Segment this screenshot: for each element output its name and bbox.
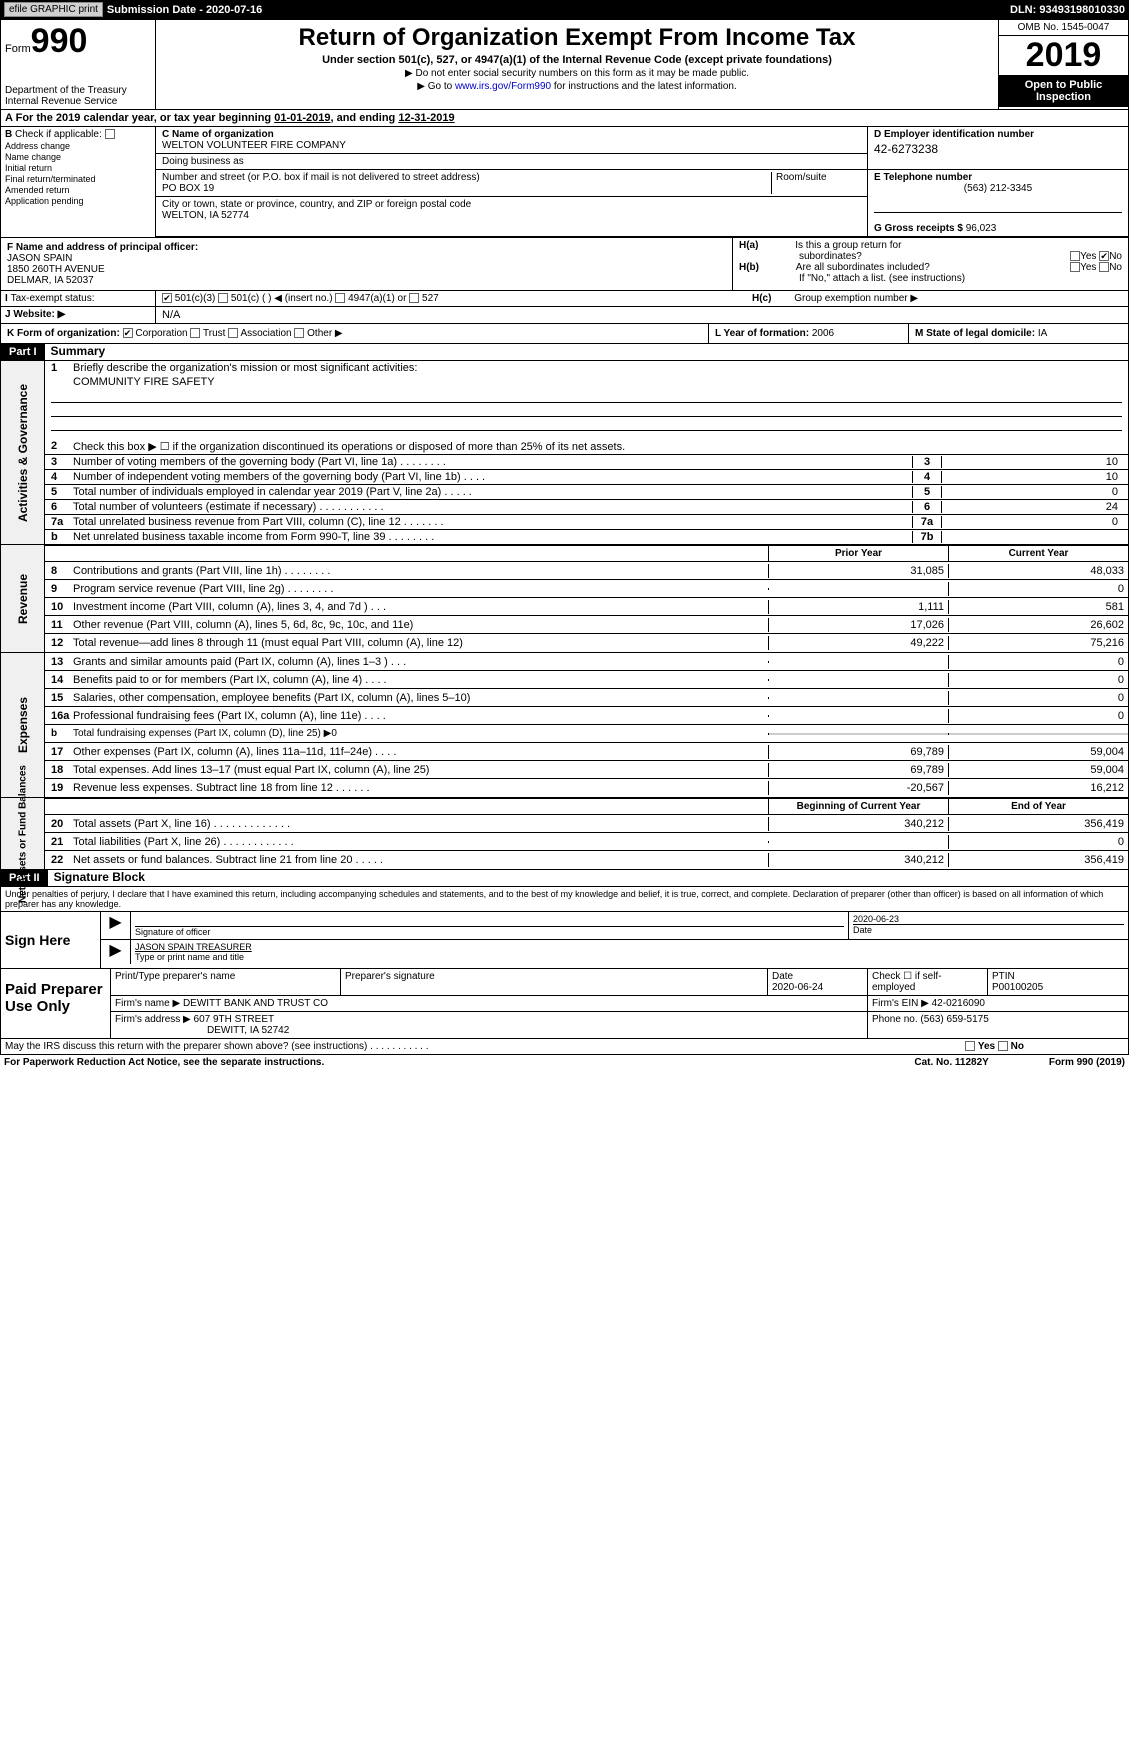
open-public: Open to Public Inspection bbox=[999, 75, 1128, 107]
mission: COMMUNITY FIRE SAFETY bbox=[73, 376, 215, 388]
efile-btn[interactable]: efile GRAPHIC print bbox=[4, 2, 103, 17]
line-b: bNet unrelated business taxable income f… bbox=[45, 529, 1128, 544]
section-d: D Employer identification number 42-6273… bbox=[868, 127, 1128, 169]
section-eg: E Telephone number(563) 212-3345 G Gross… bbox=[868, 170, 1128, 236]
section-bcd: B Check if applicable: Address change Na… bbox=[0, 127, 1129, 238]
line-19: 19Revenue less expenses. Subtract line 1… bbox=[45, 779, 1128, 797]
block-revenue: Revenue Prior YearCurrent Year 8Contribu… bbox=[0, 545, 1129, 653]
section-h: H(a) Is this a group return for subordin… bbox=[733, 238, 1128, 290]
form-header: Form990 Department of the Treasury Inter… bbox=[0, 19, 1129, 110]
form-word: Form bbox=[5, 43, 31, 55]
subdate: Submission Date - 2020-07-16 bbox=[107, 4, 262, 16]
line-b: bTotal fundraising expenses (Part IX, co… bbox=[45, 725, 1128, 743]
part2-hdr: Part IISignature Block bbox=[0, 870, 1129, 887]
firm-name: DEWITT BANK AND TRUST CO bbox=[183, 998, 328, 1009]
street: PO BOX 19 bbox=[162, 183, 214, 194]
section-fh: F Name and address of principal officer:… bbox=[0, 238, 1129, 291]
ein: 42-6273238 bbox=[874, 142, 1122, 156]
discuss-line: May the IRS discuss this return with the… bbox=[0, 1039, 1129, 1055]
section-c: C Name of organizationWELTON VOLUNTEER F… bbox=[156, 127, 1128, 237]
footer: For Paperwork Reduction Act Notice, see … bbox=[0, 1055, 1129, 1070]
tax-year: 2019 bbox=[999, 36, 1128, 75]
topbar: efile GRAPHIC print Submission Date - 20… bbox=[0, 0, 1129, 19]
phone: (563) 212-3345 bbox=[874, 183, 1122, 194]
signature-block: Sign Here ▶ Signature of officer 2020-06… bbox=[0, 912, 1129, 1039]
form-title: Return of Organization Exempt From Incom… bbox=[160, 24, 994, 52]
line-20: 20Total assets (Part X, line 16) . . . .… bbox=[45, 815, 1128, 833]
section-klm: K Form of organization: ✔ Corporation Tr… bbox=[0, 324, 1129, 344]
dept: Department of the Treasury Internal Reve… bbox=[5, 85, 151, 107]
line-21: 21Total liabilities (Part X, line 26) . … bbox=[45, 833, 1128, 851]
line-a: A For the 2019 calendar year, or tax yea… bbox=[0, 110, 1129, 127]
tri1: ▶ Do not enter social security numbers o… bbox=[160, 68, 994, 79]
gross-receipts: 96,023 bbox=[966, 223, 997, 234]
section-b: B Check if applicable: Address change Na… bbox=[1, 127, 156, 237]
perjury: Under penalties of perjury, I declare th… bbox=[0, 887, 1129, 912]
section-j: J Website: ▶ N/A bbox=[0, 307, 1129, 324]
line-17: 17Other expenses (Part IX, column (A), l… bbox=[45, 743, 1128, 761]
line-8: 8Contributions and grants (Part VIII, li… bbox=[45, 562, 1128, 580]
block-netassets: Net Assets or Fund Balances Beginning of… bbox=[0, 798, 1129, 870]
tri2: ▶ Go to www.irs.gov/Form990 for instruct… bbox=[160, 81, 994, 92]
section-l: L Year of formation: 2006 bbox=[708, 324, 908, 343]
block-expenses: Expenses 13Grants and similar amounts pa… bbox=[0, 653, 1129, 798]
line-4: 4Number of independent voting members of… bbox=[45, 469, 1128, 484]
line-7a: 7aTotal unrelated business revenue from … bbox=[45, 514, 1128, 529]
section-m: M State of legal domicile: IA bbox=[908, 324, 1128, 343]
line-15: 15Salaries, other compensation, employee… bbox=[45, 689, 1128, 707]
line-9: 9Program service revenue (Part VIII, lin… bbox=[45, 580, 1128, 598]
line-10: 10Investment income (Part VIII, column (… bbox=[45, 598, 1128, 616]
line-22: 22Net assets or fund balances. Subtract … bbox=[45, 851, 1128, 869]
section-k: K Form of organization: ✔ Corporation Tr… bbox=[1, 324, 708, 343]
section-i-hc: I Tax-exempt status: ✔ 501(c)(3) 501(c) … bbox=[0, 291, 1129, 307]
line-12: 12Total revenue—add lines 8 through 11 (… bbox=[45, 634, 1128, 652]
city: WELTON, IA 52774 bbox=[162, 210, 249, 221]
block-governance: Activities & Governance 1Briefly describ… bbox=[0, 361, 1129, 545]
paid-preparer: Paid Preparer Use Only Print/Type prepar… bbox=[1, 968, 1128, 1038]
line-13: 13Grants and similar amounts paid (Part … bbox=[45, 653, 1128, 671]
form-sub: Under section 501(c), 527, or 4947(a)(1)… bbox=[160, 54, 994, 66]
sign-here-lbl: Sign Here bbox=[1, 912, 101, 968]
line-3: 3Number of voting members of the governi… bbox=[45, 454, 1128, 469]
org-name: WELTON VOLUNTEER FIRE COMPANY bbox=[162, 140, 346, 151]
line-6: 6Total number of volunteers (estimate if… bbox=[45, 499, 1128, 514]
form-num: 990 bbox=[31, 22, 88, 60]
ptin: P00100205 bbox=[992, 982, 1043, 993]
line-18: 18Total expenses. Add lines 13–17 (must … bbox=[45, 761, 1128, 779]
section-f: F Name and address of principal officer:… bbox=[1, 238, 733, 290]
dln: DLN: 93493198010330 bbox=[1010, 4, 1125, 16]
part1-hdr: Part ISummary bbox=[0, 344, 1129, 361]
omb: OMB No. 1545-0047 bbox=[999, 20, 1128, 36]
officer-name: JASON SPAIN TREASURER bbox=[135, 942, 1124, 952]
line-14: 14Benefits paid to or for members (Part … bbox=[45, 671, 1128, 689]
line-11: 11Other revenue (Part VIII, column (A), … bbox=[45, 616, 1128, 634]
line-5: 5Total number of individuals employed in… bbox=[45, 484, 1128, 499]
line-16a: 16aProfessional fundraising fees (Part I… bbox=[45, 707, 1128, 725]
irs-link[interactable]: www.irs.gov/Form990 bbox=[455, 81, 551, 92]
